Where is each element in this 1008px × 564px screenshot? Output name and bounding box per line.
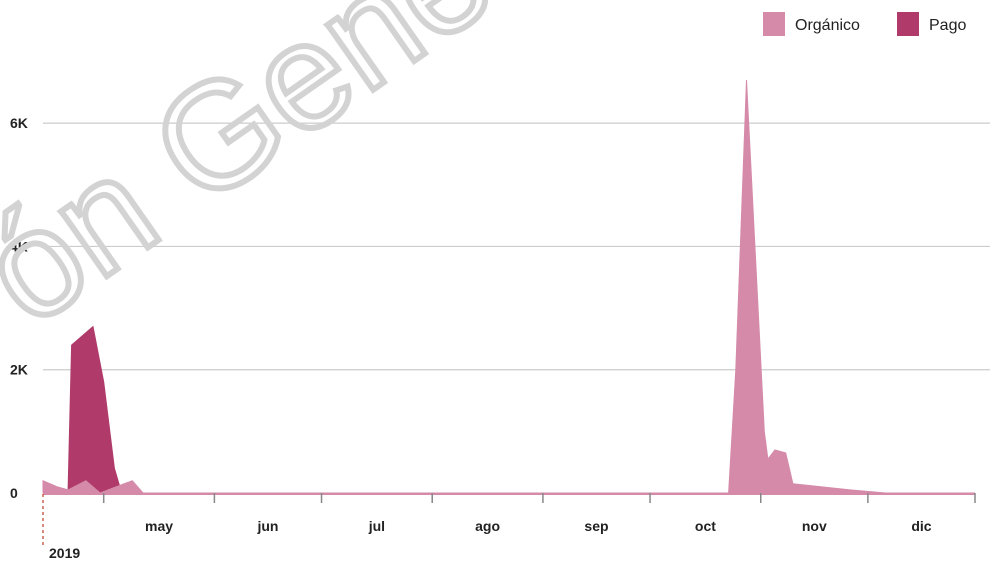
y-tick-label: 0 [10,485,18,501]
series-area-organico[interactable] [42,79,975,494]
x-axis-labels: may jun jul ago sep oct nov dic [145,518,932,534]
x-tick-label: ago [475,518,500,534]
series-layer [42,79,975,494]
x-axis [42,493,976,548]
watermark: ón Gene [0,0,520,356]
y-axis-labels: 0 2K 4K 6K [10,115,28,501]
x-tick-label: may [145,518,173,534]
x-tick-label: dic [911,518,931,534]
legend-label: Pago [929,17,966,34]
legend-item-organico[interactable]: Orgánico [763,12,860,36]
legend-swatch [897,12,919,36]
y-tick-label: 6K [10,115,28,131]
legend: Orgánico Pago [763,12,966,36]
legend-label: Orgánico [795,17,860,34]
legend-item-pago[interactable]: Pago [897,12,966,36]
legend-swatch [763,12,785,36]
x-tick-label: sep [584,518,608,534]
y-tick-label: 4K [10,238,28,254]
year-label: 2019 [49,545,80,561]
x-tick-label: jul [368,518,385,534]
y-gridlines [43,122,990,371]
x-tick-label: oct [695,518,716,534]
x-tick-label: jun [256,518,278,534]
x-tick-label: nov [802,518,827,534]
y-tick-label: 2K [10,362,28,378]
